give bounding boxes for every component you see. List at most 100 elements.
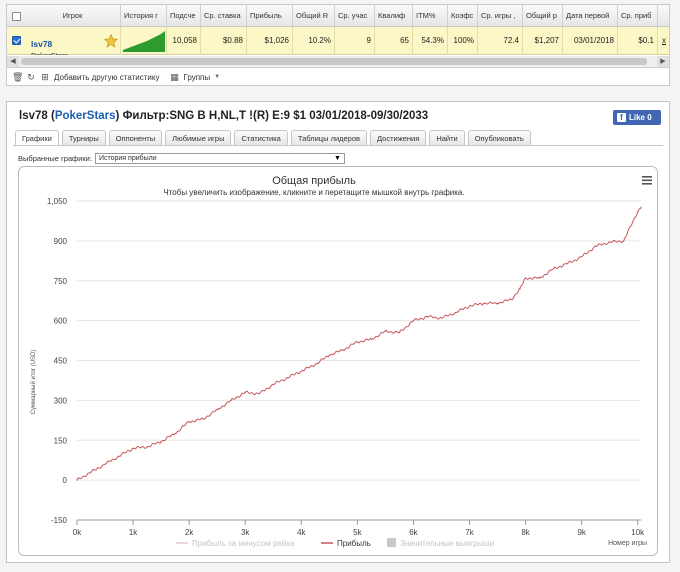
series-point: [637, 211, 639, 213]
groups-link[interactable]: Группы: [183, 72, 211, 82]
y-tick-label: 750: [54, 277, 68, 286]
col-total-p[interactable]: Общий р: [523, 5, 563, 27]
x-tick-label: 9k: [577, 528, 586, 537]
tab-achievements[interactable]: Достижения: [370, 130, 427, 146]
tab-leaderboards[interactable]: Таблицы лидеров: [290, 130, 368, 146]
favorite-star-icon[interactable]: [104, 34, 118, 48]
series-point: [519, 288, 521, 290]
series-line-profit[interactable]: [76, 207, 642, 481]
cell-count: 10,058: [167, 27, 201, 55]
series-point: [567, 262, 569, 265]
report-tabs: Графики Турниры Оппоненты Любимые игры С…: [15, 130, 531, 146]
groups-dropdown-icon[interactable]: ▼: [214, 74, 221, 80]
x-tick-label: 4k: [297, 528, 306, 537]
series-point: [496, 302, 499, 304]
series-point: [398, 331, 401, 334]
x-axis-ticks: 0k 1k 2k 3k 4k 5k 6k 7k 8k 9k 10k: [73, 520, 645, 537]
x-tick-label: 5k: [353, 528, 362, 537]
cell-avg-stake: $0.88: [201, 27, 247, 55]
add-stats-icon[interactable]: ⊞: [41, 72, 49, 82]
facebook-like-button[interactable]: f Like 0: [613, 110, 661, 125]
x-tick-label: 10k: [631, 528, 645, 537]
add-stats-link[interactable]: Добавить другую статистику: [54, 72, 160, 82]
player-name[interactable]: lsv78: [31, 39, 53, 49]
scroll-left-icon[interactable]: ◀: [7, 56, 19, 67]
tab-opponents[interactable]: Оппоненты: [108, 130, 163, 146]
tab-statistics[interactable]: Статистика: [234, 130, 288, 146]
series-point: [90, 471, 92, 473]
col-itm[interactable]: ITM%: [413, 5, 448, 27]
profit-chart[interactable]: -150 0 150 300 450 600 750 900 1,050 0k 1k 2k 3k 4k 5…: [19, 167, 658, 556]
series-point: [412, 320, 415, 322]
chart-legend: Прибыль за минусом рейка Прибыль Значите…: [176, 538, 494, 548]
legend-item-profit[interactable]: Прибыль: [337, 539, 371, 548]
scroll-thumb[interactable]: [21, 58, 647, 65]
scroll-right-icon[interactable]: ▶: [657, 56, 669, 67]
col-total-roi[interactable]: Общий R: [293, 5, 335, 27]
horizontal-scrollbar[interactable]: ◀ ▶: [7, 56, 669, 68]
chart-container[interactable]: -150 0 150 300 450 600 750 900 1,050 0k 1k 2k 3k 4k 5…: [18, 166, 658, 556]
report-panel: lsv78 (PokerStars) Фильтр:SNG B H,NL,T !…: [6, 101, 670, 563]
col-history[interactable]: История г: [121, 5, 167, 27]
y-tick-label: 1,050: [47, 197, 68, 206]
series-point: [640, 206, 642, 208]
grid-header: Игрок История г Подсче Ср. ставка Прибыл…: [7, 5, 669, 27]
series-point: [160, 440, 162, 443]
series-point: [524, 277, 527, 279]
chart-series: [76, 206, 642, 481]
series-point: [258, 393, 260, 395]
select-all-checkbox[interactable]: [12, 12, 21, 21]
report-site-link[interactable]: PokerStars: [54, 110, 116, 122]
col-avg-players[interactable]: Ср. учас: [335, 5, 375, 27]
facebook-icon: f: [617, 113, 626, 122]
cell-avg-profit: $0.1: [618, 27, 658, 55]
col-avg-stake[interactable]: Ср. ставка: [201, 5, 247, 27]
col-avg-game[interactable]: Ср. игры ,: [478, 5, 523, 27]
grid-toolbar: 🗑 ↻ ⊞ Добавить другую статистику ▦ Групп…: [7, 69, 669, 85]
col-count[interactable]: Подсче: [167, 5, 201, 27]
cell-first-date: 03/01/2018: [563, 27, 618, 55]
series-point: [581, 256, 583, 258]
series-point: [328, 354, 330, 356]
x-axis-label: Номер игры: [608, 540, 647, 547]
col-player[interactable]: Игрок: [25, 5, 121, 27]
col-profit[interactable]: Прибыль: [247, 5, 293, 27]
report-player: lsv78: [19, 110, 48, 122]
series-point: [342, 349, 344, 351]
y-tick-label: 600: [54, 317, 68, 326]
tab-tournaments[interactable]: Турниры: [61, 130, 106, 146]
profit-sparkline: [123, 31, 165, 52]
tab-charts[interactable]: Графики: [15, 130, 59, 146]
report-title: lsv78 (PokerStars) Фильтр:SNG B H,NL,T !…: [19, 110, 429, 122]
tabs-divider: [13, 145, 663, 146]
tab-favorite-games[interactable]: Любимые игры: [165, 130, 232, 146]
col-avg-profit[interactable]: Ср. приб: [618, 5, 658, 27]
menu-icon[interactable]: [642, 176, 652, 185]
legend-item-big-wins[interactable]: Значительные выигрыши: [400, 539, 494, 548]
tab-publish[interactable]: Опубликовать: [467, 130, 531, 146]
x-tick-label: 6k: [409, 528, 418, 537]
series-point: [202, 418, 204, 420]
delete-icon[interactable]: 🗑: [12, 72, 24, 82]
player-cell[interactable]: lsv78 PokerStars: [25, 27, 121, 55]
series-point: [76, 479, 78, 481]
cell-extra-link[interactable]: x: [662, 36, 666, 45]
series-point: [553, 268, 555, 270]
x-tick-label: 8k: [521, 528, 530, 537]
series-point: [244, 391, 246, 393]
col-coef[interactable]: Коэфс: [448, 5, 478, 27]
y-tick-label: 150: [54, 436, 68, 445]
groups-icon[interactable]: ▦: [170, 72, 179, 82]
tab-find[interactable]: Найти: [429, 130, 465, 146]
legend-item-net-profit[interactable]: Прибыль за минусом рейка: [192, 539, 295, 548]
chart-selector[interactable]: История прибыли ▼: [94, 153, 345, 164]
series-point: [104, 463, 106, 465]
refresh-icon[interactable]: ↻: [27, 72, 35, 82]
series-point: [356, 341, 358, 343]
table-row[interactable]: lsv78 PokerStars 10,058 $0.88 $1,026 10.…: [7, 27, 669, 55]
col-qualif[interactable]: Квалиф: [375, 5, 413, 27]
series-point: [426, 316, 429, 318]
series-point: [174, 433, 176, 435]
row-checkbox[interactable]: [12, 36, 21, 45]
col-first-date[interactable]: Дата первой: [563, 5, 618, 27]
